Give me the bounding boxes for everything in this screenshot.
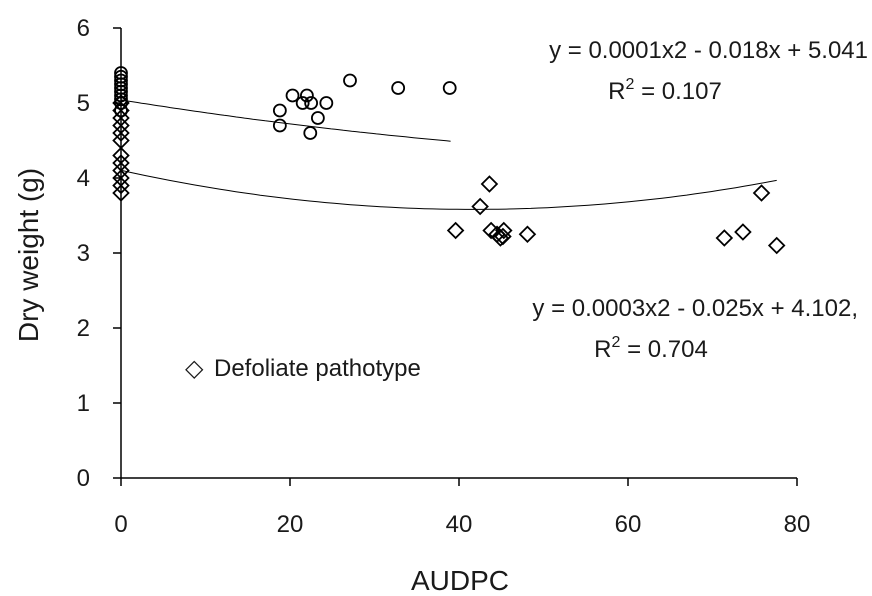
y-tick-label: 3: [77, 240, 90, 267]
circle-point: [304, 96, 319, 110]
trend-line-1: [120, 99, 451, 142]
x-tick-label: 0: [114, 511, 127, 538]
diamond-point: [112, 124, 130, 142]
legend-label: Defoliate pathotype: [214, 355, 421, 382]
diamond-point: [112, 131, 130, 150]
r-squared-bottom-sup: 2: [612, 334, 621, 351]
diamond-point: [734, 223, 752, 241]
diamond-point: [480, 175, 499, 193]
r-squared-top: R2 = 0.107: [608, 76, 722, 105]
y-tick-label: 4: [77, 165, 90, 192]
diamond-point: [112, 184, 130, 202]
trend-line-2: [120, 169, 777, 210]
circle-point: [299, 88, 314, 103]
diamond-point: [112, 116, 130, 135]
diamond-point: [495, 221, 513, 240]
y-tick-label: 0: [77, 465, 90, 492]
diamond-point: [752, 184, 771, 202]
diamond-point: [112, 176, 130, 195]
diamond-point: [446, 221, 465, 240]
circle-point: [272, 103, 287, 118]
y-tick-label: 5: [77, 90, 90, 117]
circle-point: [114, 69, 128, 84]
x-tick-label: 20: [277, 511, 304, 538]
circle-point: [114, 66, 128, 80]
r-squared-bottom-r: R: [594, 336, 611, 363]
diamond-point: [112, 146, 130, 165]
diamond-point: [112, 161, 130, 180]
y-tick-label: 2: [77, 315, 90, 342]
legend-marker-icon: ◇: [185, 355, 204, 382]
x-tick-label: 80: [784, 511, 811, 538]
diamond-point: [715, 229, 734, 247]
diamond-point: [471, 197, 489, 216]
y-tick-label: 1: [77, 390, 90, 417]
diamond-point: [112, 154, 130, 172]
circle-point: [295, 96, 310, 110]
equation-bottom: y = 0.0003x2 - 0.025x + 4.102,: [532, 295, 858, 322]
x-axis-title: AUDPC: [411, 565, 509, 596]
circle-point: [343, 73, 357, 88]
trend-lines: [120, 99, 777, 210]
r-squared-top-value: = 0.107: [634, 78, 721, 105]
diamond-point: [112, 101, 130, 120]
circle-point: [303, 126, 318, 140]
circle-point: [310, 111, 325, 125]
y-axis-title: Dry weight (g): [13, 168, 44, 342]
r-squared-bottom-value: = 0.704: [620, 336, 707, 363]
diamond-point: [112, 169, 130, 187]
circle-point: [391, 81, 406, 95]
data-points: [112, 66, 786, 255]
diamond-point: [767, 236, 786, 255]
circle-point: [442, 81, 457, 95]
circle-point: [272, 118, 287, 133]
x-tick-label: 40: [446, 511, 473, 538]
circle-point: [285, 88, 300, 103]
r-squared-top-r: R: [608, 78, 625, 105]
diamond-point: [112, 94, 130, 112]
x-tick-label: 60: [615, 511, 642, 538]
circle-point: [319, 96, 334, 110]
y-tick-label: 6: [77, 15, 90, 42]
r-squared-bottom: R2 = 0.704: [594, 334, 708, 363]
legend: ◇ Defoliate pathotype: [185, 355, 421, 382]
equation-top: y = 0.0001x2 - 0.018x + 5.041: [549, 37, 868, 64]
circle-point: [114, 73, 128, 88]
diamond-point: [518, 225, 537, 244]
diamond-point: [112, 109, 130, 127]
r-squared-top-sup: 2: [626, 76, 635, 93]
